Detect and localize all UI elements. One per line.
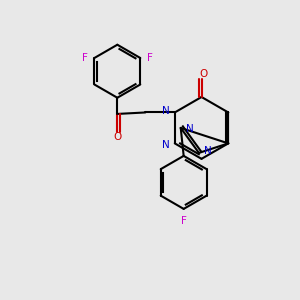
Text: O: O: [199, 69, 207, 79]
Text: N: N: [204, 146, 212, 157]
Text: O: O: [113, 132, 122, 142]
Text: F: F: [181, 216, 187, 226]
Text: F: F: [147, 53, 153, 63]
Text: N: N: [162, 140, 170, 150]
Text: F: F: [82, 53, 88, 63]
Text: N: N: [186, 124, 194, 134]
Text: N: N: [162, 106, 170, 116]
